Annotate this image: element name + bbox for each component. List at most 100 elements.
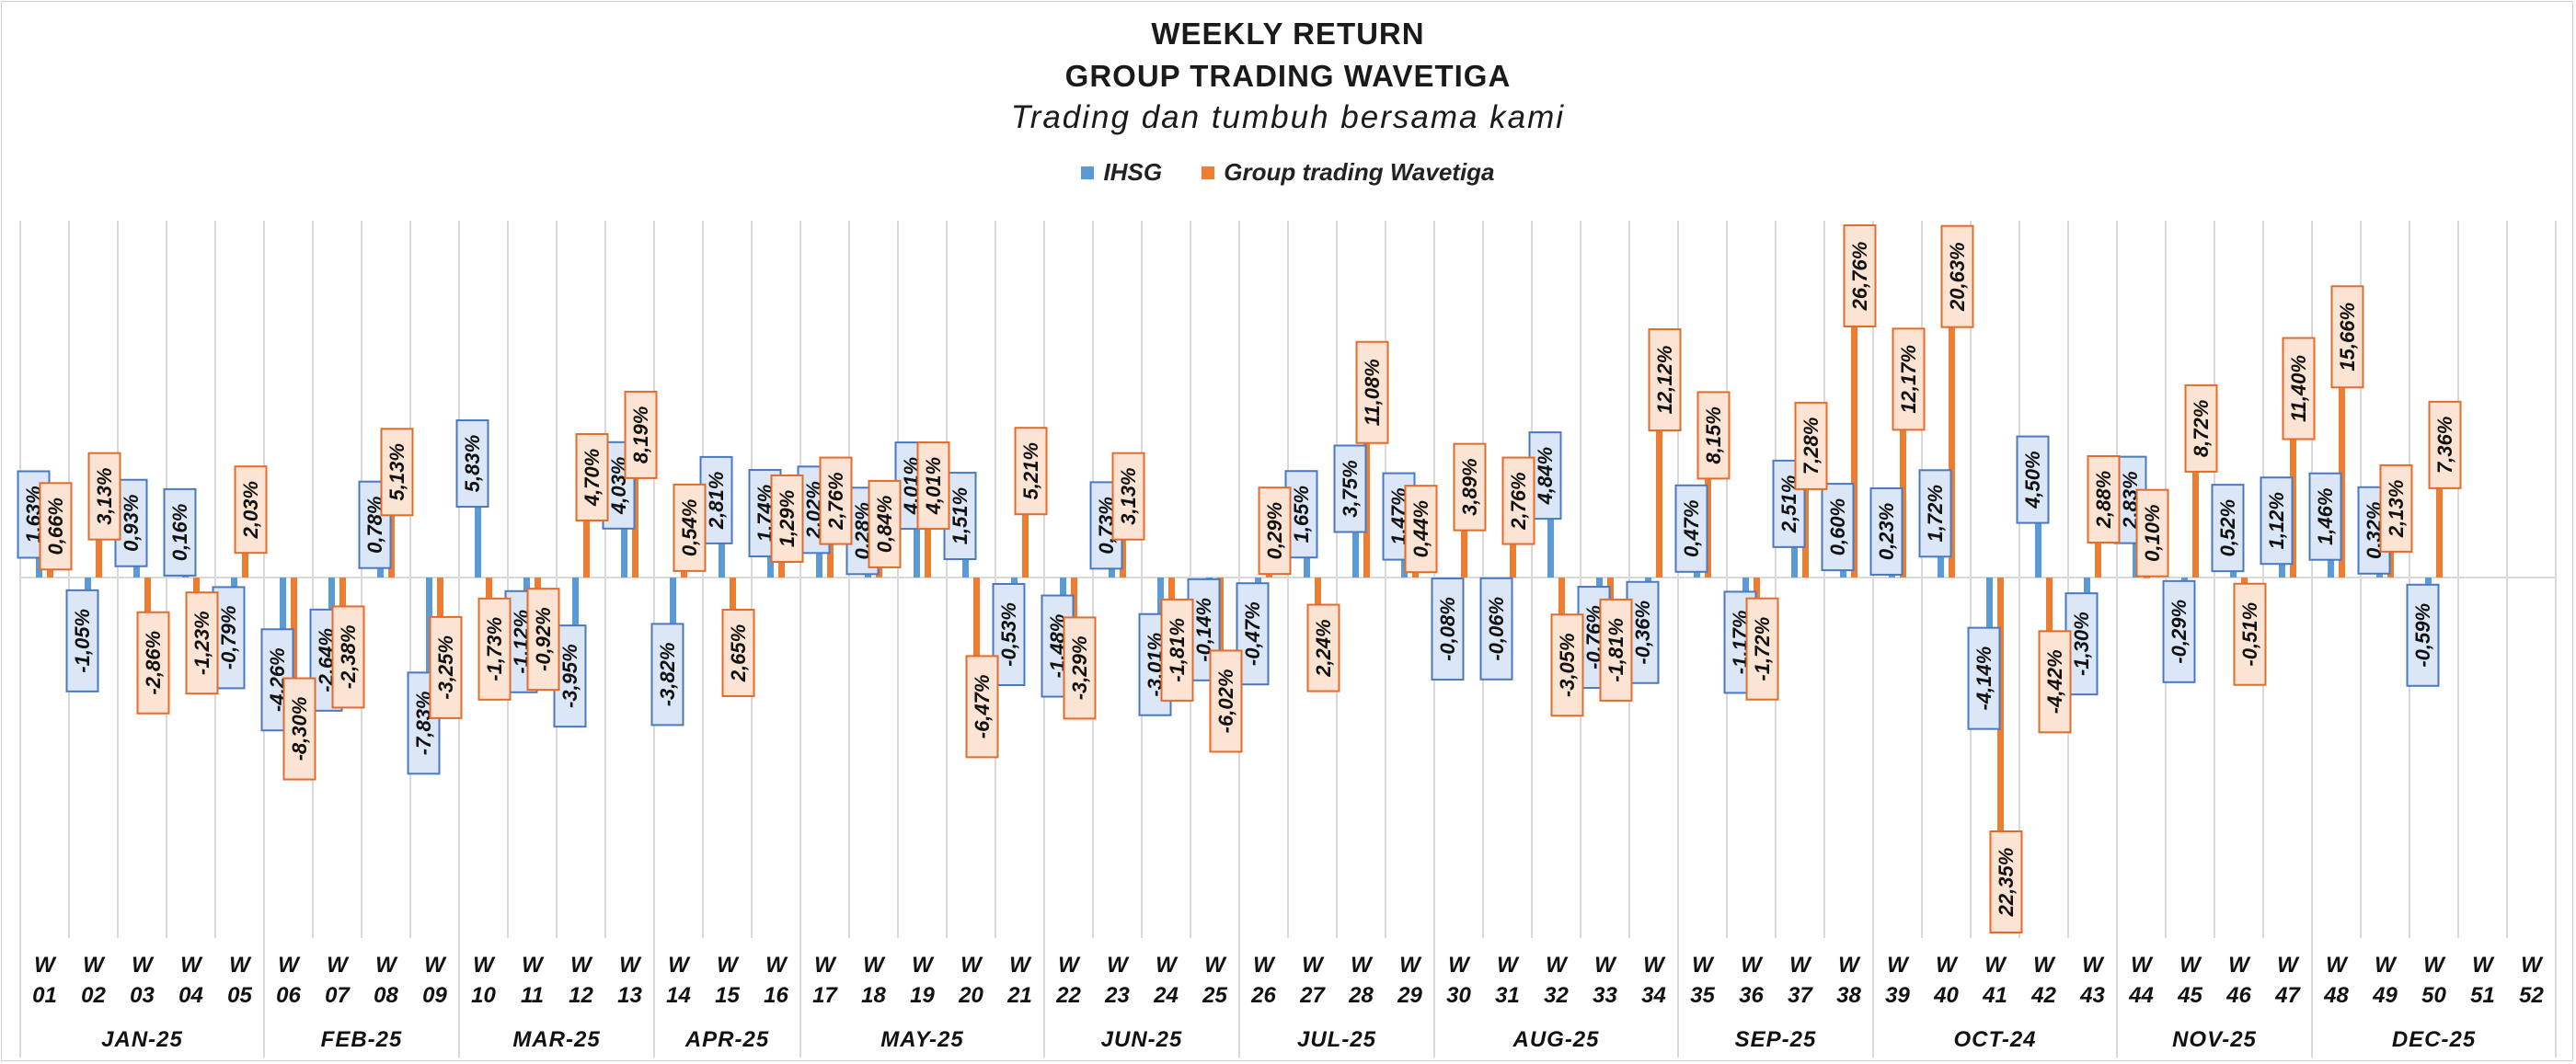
data-label-box [39, 482, 73, 571]
tick-number-w35: 35 [1690, 983, 1715, 1008]
bar-ihsg-w27 [1304, 557, 1310, 578]
bar-ihsg-w24 [1157, 578, 1164, 614]
tick-number-w14: 14 [666, 983, 691, 1008]
data-label-ihsg-w39: 0,23% [1869, 486, 1903, 576]
month-label-jul-25: JUL-25 [1297, 1027, 1376, 1052]
data-label-text: 0,23% [1875, 503, 1898, 560]
data-label-box [2016, 435, 2050, 524]
data-label-wavetiga-w43: 2,88% [2087, 454, 2121, 543]
bar-wavetiga-w09 [437, 578, 443, 617]
tick-number-w09: 09 [422, 983, 447, 1008]
data-label-text: -4,14% [1972, 646, 1995, 711]
data-label-text: 0,84% [873, 496, 896, 553]
data-label-wavetiga-w27: 2,24% [1306, 603, 1340, 692]
bar-ihsg-w13 [621, 528, 627, 578]
tick-number-w27: 27 [1299, 983, 1326, 1008]
legend-label-wavetiga: Group trading Wavetiga [1224, 158, 1495, 186]
bar-ihsg-w40 [1938, 556, 1944, 578]
data-label-box [868, 479, 902, 568]
tick-label-w43: W [2082, 953, 2105, 978]
tick-number-w51: 51 [2470, 983, 2495, 1008]
data-label-ihsg-w46: 0,52% [2211, 484, 2245, 573]
data-label-wavetiga-w11: -0,92% [526, 588, 560, 692]
tick-number-w30: 30 [1446, 983, 1471, 1008]
data-label-box [2330, 285, 2364, 389]
data-label-box [1696, 391, 1731, 480]
data-label-text: 2,03% [239, 481, 262, 539]
data-label-ihsg-w40: 1,72% [1918, 469, 1952, 558]
data-label-box [282, 677, 316, 781]
tick-label-w11: W [522, 953, 545, 978]
bar-wavetiga-w02 [96, 539, 102, 578]
bar-ihsg-w06 [280, 578, 286, 630]
data-label-box [526, 588, 560, 692]
data-label-ihsg-w04: 0,16% [163, 487, 197, 577]
data-label-text: -6,47% [971, 675, 994, 739]
bar-wavetiga-w40 [1949, 326, 1955, 578]
data-label-box [2135, 488, 2169, 578]
bar-ihsg-w36 [1742, 578, 1749, 592]
data-label-wavetiga-w48: 15,66% [2330, 285, 2364, 389]
data-label-ihsg-w31: -0,06% [1479, 577, 1513, 681]
bar-wavetiga-w19 [925, 529, 931, 578]
data-label-text: -1,30% [2070, 612, 2093, 676]
tick-number-w50: 50 [2421, 983, 2446, 1008]
data-label-box [380, 428, 414, 517]
bar-ihsg-w46 [2230, 571, 2237, 578]
data-label-text: 0,52% [2216, 499, 2239, 556]
tick-label-w08: W [375, 953, 398, 978]
data-label-text: 4,50% [2021, 451, 2044, 509]
tick-number-w23: 23 [1104, 983, 1130, 1008]
tick-label-w12: W [570, 953, 593, 978]
data-label-box [234, 465, 268, 555]
tick-label-w35: W [1692, 953, 1715, 978]
data-label-text: 0,93% [120, 495, 143, 552]
data-label-text: 8,15% [1702, 406, 1725, 463]
bar-ihsg-w02 [85, 578, 91, 590]
bar-ihsg-w05 [231, 578, 237, 588]
data-label-text: -0,59% [2411, 603, 2434, 668]
data-label-box [331, 605, 365, 709]
data-label-box [1453, 442, 1487, 532]
bar-wavetiga-w01 [47, 569, 53, 578]
bar-ihsg-w19 [914, 529, 920, 578]
bar-ihsg-w47 [2279, 564, 2285, 578]
data-label-box [65, 589, 99, 692]
tick-number-w28: 28 [1348, 983, 1374, 1008]
data-label-wavetiga-w22: -3,29% [1063, 616, 1097, 720]
bar-ihsg-w49 [2376, 573, 2383, 578]
data-label-text: 3,13% [93, 467, 116, 524]
data-label-box [185, 591, 219, 695]
data-label-text: 0,10% [2141, 504, 2164, 561]
data-label-text: 2,24% [1312, 619, 1335, 677]
legend-label-ihsg: IHSG [1103, 158, 1163, 186]
data-label-wavetiga-w36: -1,72% [1745, 597, 1779, 701]
tick-number-w34: 34 [1641, 983, 1666, 1008]
tick-number-w45: 45 [2177, 983, 2202, 1008]
chart-subtitle-group: GROUP TRADING WAVETIGA [1064, 59, 1512, 93]
data-label-text: -0,08% [1436, 597, 1459, 661]
bar-wavetiga-w12 [583, 520, 590, 578]
tick-label-w34: W [1643, 953, 1666, 978]
data-label-ihsg-w14: -3,82% [650, 623, 684, 726]
data-label-text: -0,79% [217, 606, 240, 670]
tick-label-w05: W [229, 953, 252, 978]
tick-label-w25: W [1204, 953, 1227, 978]
data-label-text: -6,02% [1214, 669, 1237, 734]
tick-label-w23: W [1107, 953, 1130, 978]
bar-ihsg-w14 [670, 578, 676, 624]
data-label-text: 1,46% [2314, 488, 2337, 545]
data-label-wavetiga-w40: 20,63% [1940, 224, 1974, 328]
data-label-wavetiga-w33: -1,81% [1599, 598, 1633, 702]
data-label-box [1063, 616, 1097, 720]
data-label-box [916, 441, 950, 531]
tick-label-w38: W [1838, 953, 1861, 978]
tick-number-w22: 22 [1055, 983, 1081, 1008]
data-label-ihsg-w41: -4,14% [1967, 626, 2001, 730]
data-label-box [2233, 582, 2267, 686]
tick-label-w41: W [1984, 953, 2007, 978]
data-label-wavetiga-w13: 8,19% [624, 390, 658, 479]
data-label-wavetiga-w15: 2,65% [721, 608, 755, 697]
data-label-ihsg-w42: 4,50% [2016, 435, 2050, 524]
